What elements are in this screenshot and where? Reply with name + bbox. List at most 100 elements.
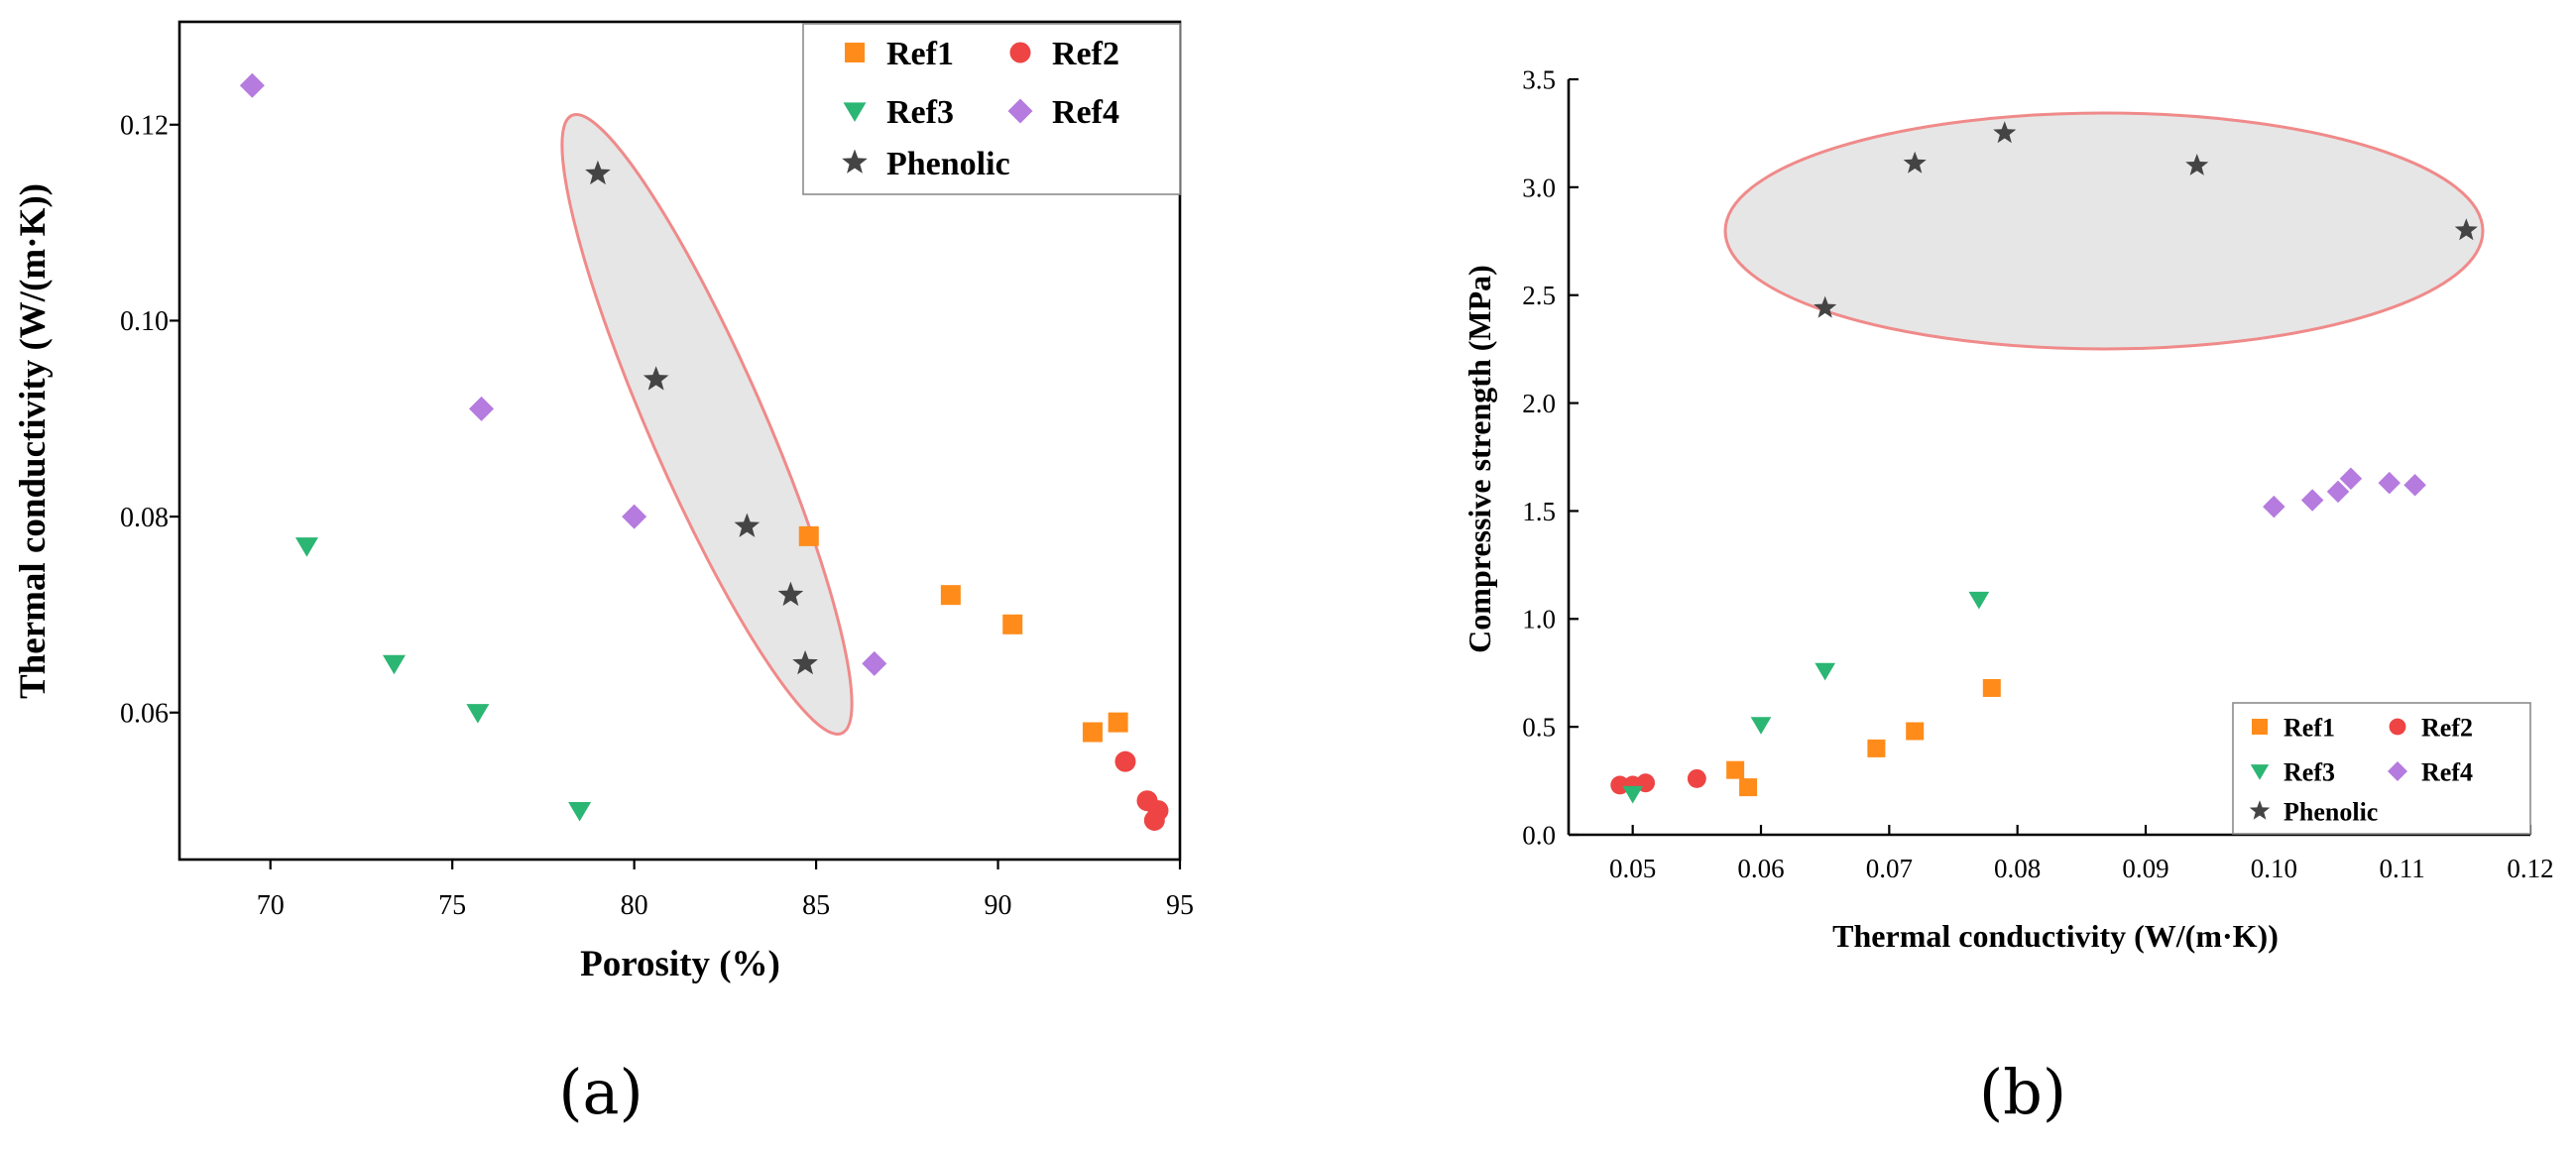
chart-a-legend-marker-ref1 [845,43,865,62]
chart-a-plot-frame [177,20,1182,862]
chart-a-point-ref4 [239,72,265,98]
chart-b-ticks: 0.05 0.06 0.07 0.08 0.09 0.10 0.11 0.12 0.0 0.5 1.… [1522,64,2553,883]
chart-a-legend: Ref1 Ref2 Ref3 Ref4 Phenolic [802,23,1181,195]
chart-a-xtick-label: 90 [985,890,1012,921]
chart-b-xtick-label: 0.10 [2251,854,2297,883]
chart-b-point-ref4 [2403,474,2426,497]
chart-a-highlight-ellipse [560,113,854,736]
chart-a-ytick-label: 0.12 [120,111,169,142]
chart-a-point-ref1 [1108,712,1128,733]
chart-b-point-ref1 [1739,778,1758,797]
chart-a-ytick-label: 0.08 [120,503,169,533]
chart-a-point-ref2 [1114,750,1136,772]
chart-b-ylabel: Compressive strength (MPa) [1462,265,1497,653]
chart-a-point-ref4 [622,504,647,529]
chart-b-point-phenolic [2454,218,2478,241]
chart-a-legend-marker-ref3 [843,102,867,122]
chart-a-legend-label-ref2: Ref2 [1052,36,1119,72]
chart-b-point-ref4 [2339,467,2363,491]
chart-b-point-ref4 [2378,471,2400,495]
chart-b-legend-marker-ref2 [2389,718,2406,736]
chart-a-point-phenolic [734,513,761,537]
chart-b-legend-marker-phenolic [2249,800,2271,820]
chart-b-xtick-label: 0.06 [1737,854,1784,883]
chart-a-point-ref1 [1082,722,1103,743]
chart-a-point-ref3 [294,537,318,557]
chart-a-axes [177,20,1182,862]
chart-b-point-ref2 [1610,775,1630,795]
chart-b-point-ref3 [1815,662,1836,681]
chart-b-ytick-label: 1.5 [1522,497,1556,526]
chart-b-xtick-label: 0.11 [2380,854,2425,883]
chart-b-axes [1567,79,2530,837]
chart-a-point-ref2 [1147,800,1169,822]
chart-a-xtick-label: 70 [257,890,285,921]
chart-a-xtick-label: 75 [438,890,466,921]
chart-b-xtick-label: 0.07 [1866,854,1913,883]
chart-a-legend-marker-ref2 [1009,42,1031,63]
chart-b-point-phenolic [1903,151,1927,173]
chart-a-point-phenolic [777,581,804,607]
chart-b-legend-marker-ref4 [2388,761,2407,781]
chart-a-ylabel: Thermal conductivity (W/(m·K)) [13,183,54,699]
chart-b-point-ref4 [2326,480,2350,504]
chart-b: 0.05 0.06 0.07 0.08 0.09 0.10 0.11 0.12 0.0 0.5 1.… [1462,64,2554,1128]
chart-b-point-ref3 [1750,717,1772,735]
chart-a-point-phenolic [643,366,669,391]
chart-b-point-ref4 [2263,495,2285,518]
chart-b-point-ref3 [1622,785,1644,804]
chart-b-ytick-label: 3.0 [1522,173,1556,202]
chart-a-xtick-label: 95 [1166,890,1194,921]
chart-b-point-ref1 [1982,678,2001,697]
chart-a-legend-label-phenolic: Phenolic [886,146,1010,182]
chart-a: 70 75 80 85 90 95 0.06 0.08 0.10 0.12 Porosity (%… [13,20,1194,1128]
chart-a-point-ref1 [940,585,961,606]
chart-a-point-ref4 [862,650,887,676]
chart-b-point-phenolic [2185,153,2209,175]
chart-a-legend-label-ref4: Ref4 [1052,94,1119,131]
chart-b-point-ref1 [1867,739,1886,757]
chart-b-marks [1610,121,2478,804]
chart-a-point-ref3 [466,704,490,724]
chart-b-legend-box [2232,702,2531,835]
chart-b-xlabel: Thermal conductivity (W/(m·K)) [1832,918,2279,954]
chart-b-point-ref1 [1726,760,1745,779]
chart-b-legend: Ref1 Ref2 Ref3 Ref4 Phenolic [2232,702,2531,835]
chart-a-marks [239,72,1169,831]
chart-b-legend-label-ref4: Ref4 [2421,757,2473,786]
chart-a-xtick-label: 85 [802,890,830,921]
chart-b-xtick-label: 0.08 [1994,854,2041,883]
chart-a-point-ref3 [382,654,406,675]
chart-b-point-phenolic [1814,295,1837,318]
chart-a-ytick-label: 0.06 [120,699,169,730]
chart-a-legend-box [802,23,1181,195]
chart-b-highlight-ellipse [1723,111,2485,351]
chart-a-legend-marker-ref4 [1007,98,1033,124]
panel-label-b: (b) [1979,1056,2066,1128]
chart-a-point-ref1 [1002,614,1023,634]
chart-b-ytick-label: 0.5 [1522,713,1556,743]
chart-b-point-ref3 [1968,591,1990,610]
chart-a-point-phenolic [585,160,611,185]
chart-a-xtick-label: 80 [621,890,648,921]
chart-b-point-phenolic [1993,121,2017,144]
chart-b-legend-label-ref3: Ref3 [2283,757,2335,786]
chart-b-legend-marker-ref1 [2252,719,2268,735]
chart-b-legend-marker-ref3 [2250,764,2270,780]
chart-b-ytick-label: 0.0 [1522,820,1556,850]
chart-b-point-ref1 [1906,722,1925,741]
chart-b-ytick-label: 1.0 [1522,605,1556,634]
chart-b-legend-label-ref1: Ref1 [2283,713,2335,742]
chart-b-point-ref2 [1687,768,1706,788]
chart-b-ytick-label: 2.5 [1522,281,1556,310]
chart-b-point-ref4 [2300,489,2324,512]
chart-b-ytick-label: 2.0 [1522,389,1556,418]
panel-label-a: (a) [558,1056,643,1128]
chart-a-legend-marker-phenolic [842,149,868,173]
chart-a-legend-label-ref3: Ref3 [886,94,954,131]
chart-a-point-ref4 [469,396,495,421]
chart-b-legend-label-ref2: Ref2 [2421,713,2473,742]
chart-b-legend-label-phenolic: Phenolic [2283,797,2378,826]
chart-b-xtick-label: 0.09 [2122,854,2168,883]
